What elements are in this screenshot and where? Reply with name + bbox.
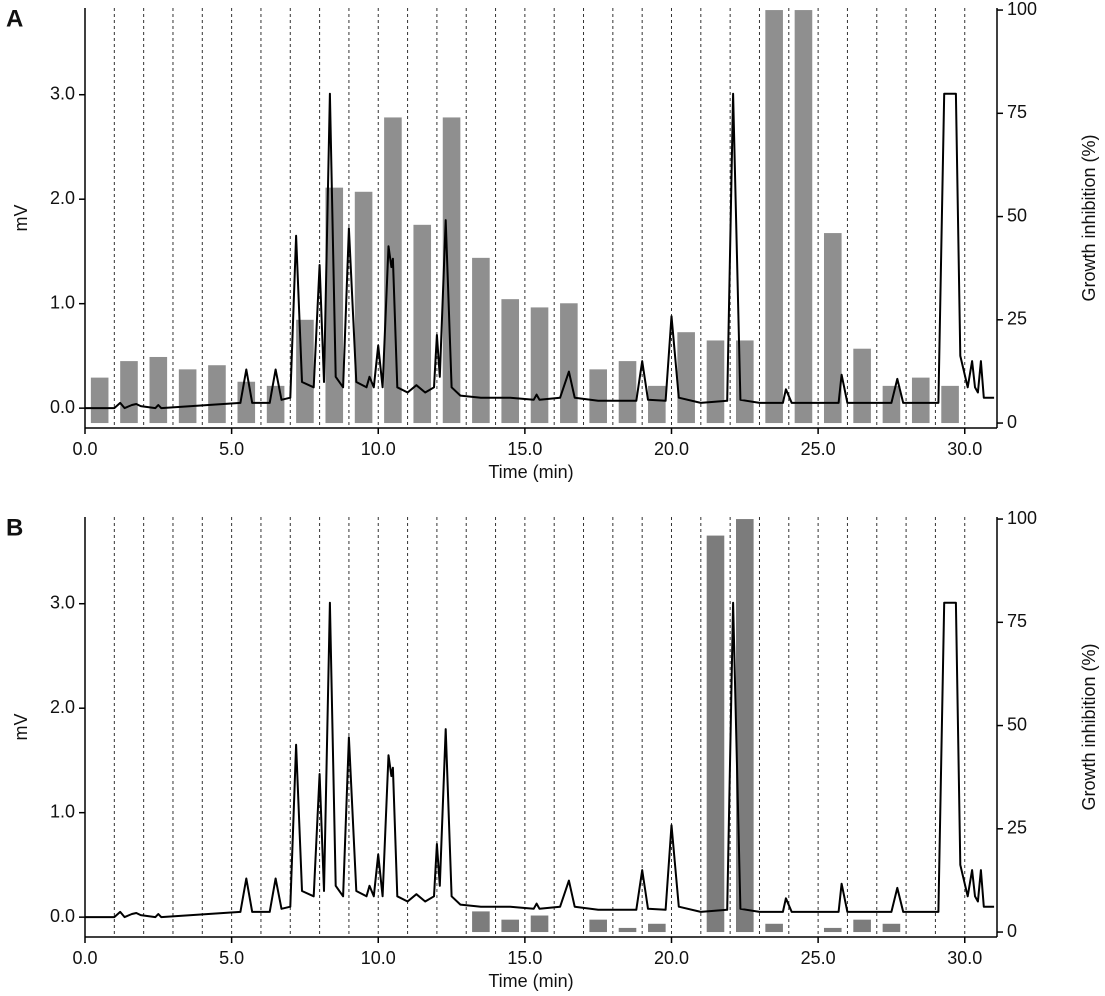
y2-tick-label: 75 [1007, 102, 1027, 122]
x-tick-label: 5.0 [219, 439, 244, 459]
bar [354, 191, 373, 424]
bar [296, 319, 314, 424]
bar [413, 224, 432, 424]
bar [706, 535, 725, 933]
y-tick-label: 1.0 [50, 801, 75, 821]
y-tick-label: 2.0 [50, 697, 75, 717]
bar [560, 303, 578, 424]
y-tick-label: 3.0 [50, 83, 75, 103]
bar [706, 340, 725, 424]
bar [882, 385, 901, 424]
bar [941, 385, 959, 424]
y-axis-title: mV [11, 205, 31, 232]
bar [677, 332, 695, 424]
y2-tick-label: 25 [1007, 309, 1027, 329]
bar [794, 10, 813, 424]
bar [853, 919, 871, 933]
bar [208, 365, 226, 424]
bar [589, 919, 607, 933]
bar [823, 927, 842, 933]
bar [501, 919, 520, 933]
bar [823, 233, 842, 424]
bar [853, 348, 871, 424]
bar [501, 299, 520, 424]
y2-tick-label: 25 [1007, 818, 1027, 838]
y2-axis-title: Growth inhibition (%) [1079, 643, 1099, 810]
y-tick-label: 0.0 [50, 397, 75, 417]
y2-tick-label: 50 [1007, 714, 1027, 734]
x-tick-label: 0.0 [72, 439, 97, 459]
x-axis-title: Time (min) [488, 971, 573, 991]
y2-axis-title: Growth inhibition (%) [1079, 134, 1099, 301]
x-tick-label: 10.0 [361, 948, 396, 968]
x-tick-label: 5.0 [219, 948, 244, 968]
bar [266, 385, 285, 424]
y2-tick-label: 100 [1007, 0, 1037, 19]
bar [589, 369, 607, 424]
bar [648, 923, 666, 933]
bar [736, 519, 754, 933]
bar [530, 915, 549, 933]
x-tick-label: 25.0 [801, 439, 836, 459]
panel-label: A [6, 5, 23, 32]
y2-tick-label: 75 [1007, 611, 1027, 631]
chromatogram-line [85, 601, 995, 919]
x-tick-label: 30.0 [947, 439, 982, 459]
y2-tick-label: 0 [1007, 921, 1017, 941]
bar [530, 307, 549, 424]
y-tick-label: 0.0 [50, 906, 75, 926]
y-tick-label: 2.0 [50, 188, 75, 208]
y2-tick-label: 0 [1007, 412, 1017, 432]
x-tick-label: 20.0 [654, 439, 689, 459]
bar [120, 361, 138, 424]
x-tick-label: 30.0 [947, 948, 982, 968]
x-axis-title: Time (min) [488, 462, 573, 482]
x-tick-label: 15.0 [507, 439, 542, 459]
bar [882, 923, 901, 933]
x-tick-label: 0.0 [72, 948, 97, 968]
bar [178, 369, 197, 424]
bar [765, 923, 783, 933]
x-tick-label: 20.0 [654, 948, 689, 968]
y2-tick-label: 100 [1007, 508, 1037, 528]
bar [90, 377, 109, 424]
x-tick-label: 10.0 [361, 439, 396, 459]
x-tick-label: 25.0 [801, 948, 836, 968]
bar [648, 385, 666, 424]
x-tick-label: 15.0 [507, 948, 542, 968]
bar [472, 911, 490, 933]
y-axis-title: mV [11, 714, 31, 741]
y-tick-label: 3.0 [50, 592, 75, 612]
panel-label: B [6, 514, 23, 541]
bar [911, 377, 930, 424]
y2-tick-label: 50 [1007, 205, 1027, 225]
bar [149, 356, 168, 424]
bar [472, 257, 490, 424]
y-tick-label: 1.0 [50, 292, 75, 312]
chromatogram-line [85, 92, 995, 410]
bar [765, 10, 783, 424]
bar [618, 927, 637, 933]
bar [618, 361, 637, 424]
bar [442, 117, 461, 424]
